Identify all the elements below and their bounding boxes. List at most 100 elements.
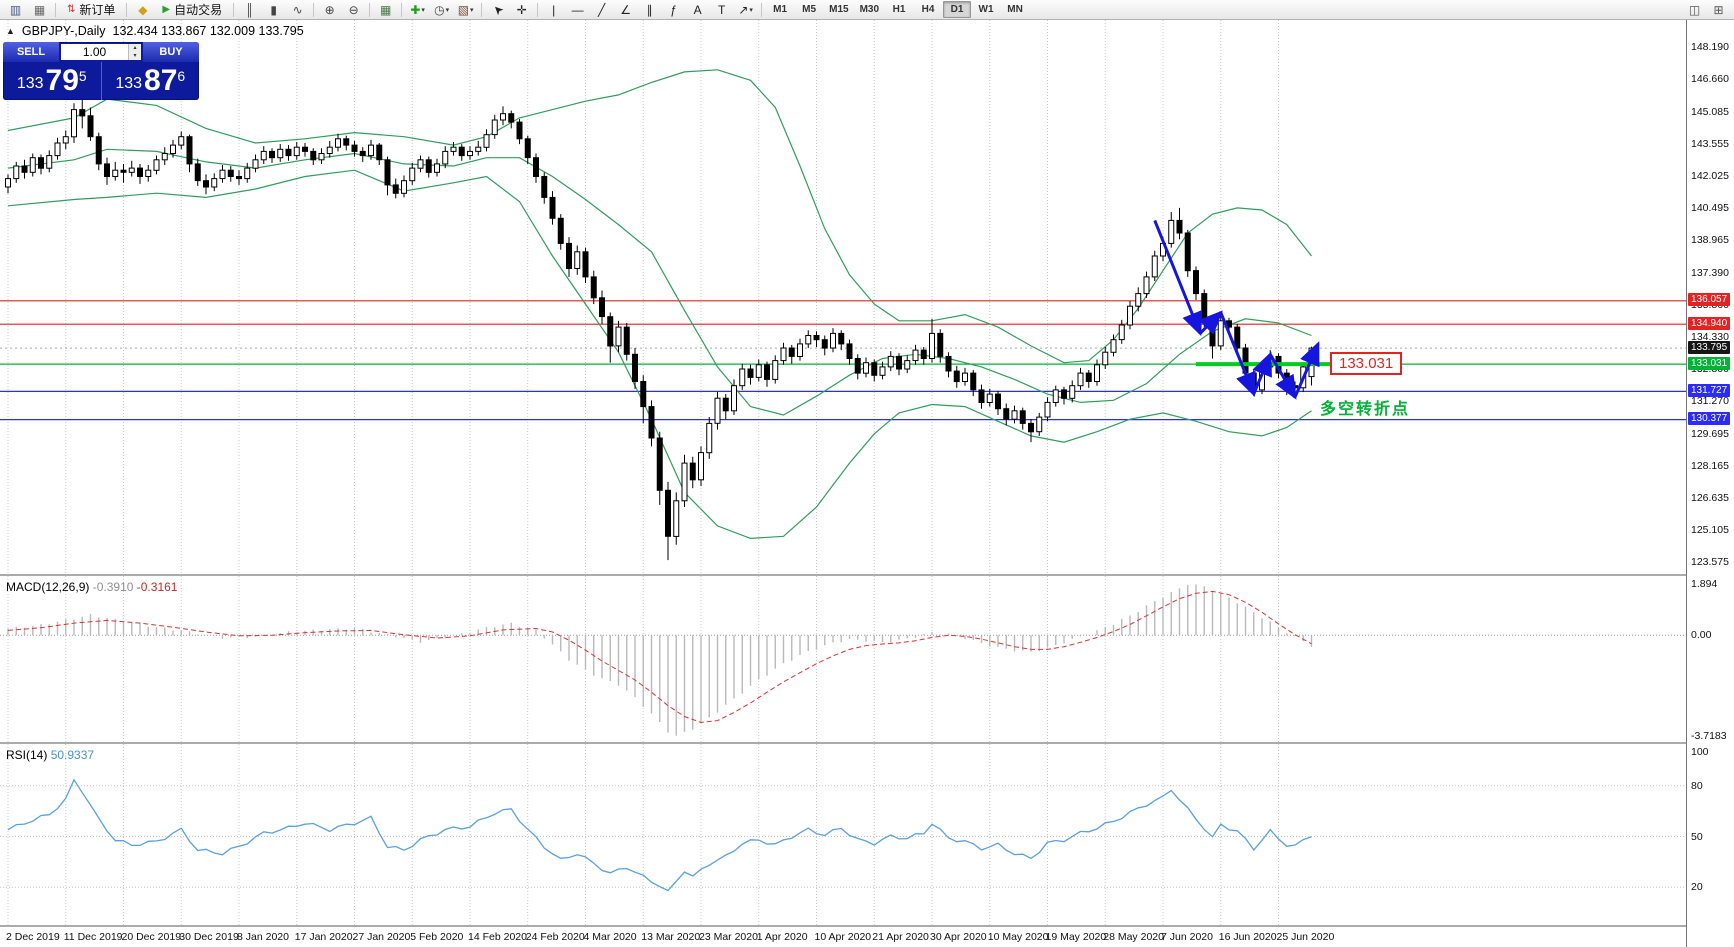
timeframe-h4[interactable]: H4 <box>921 4 935 15</box>
symbol-period-label: GBPJPY-,Daily <box>21 24 106 38</box>
panel-divider[interactable] <box>0 925 1734 927</box>
zoom-in-icon[interactable]: ⊕ <box>324 2 335 17</box>
tile-windows-icon[interactable]: ▦ <box>379 2 392 17</box>
zoom-out-icon[interactable]: ⊖ <box>348 2 359 17</box>
candlestick-chart-icon[interactable]: ▮ <box>270 2 277 17</box>
ohlc-values: 132.434 133.867 132.009 133.795 <box>112 24 304 38</box>
date-label: 10 Apr 2020 <box>814 931 872 943</box>
arrows-icon[interactable]: ↗ ▾ <box>738 2 753 17</box>
timeframe-h1[interactable]: H1 <box>892 4 906 15</box>
volume-down-icon[interactable]: ▾ <box>129 52 141 60</box>
chart-area: ▲ GBPJPY-,Daily 132.434 133.867 132.009 … <box>0 20 1734 947</box>
date-label: 19 May 2020 <box>1045 931 1107 943</box>
panel-divider[interactable] <box>0 742 1734 744</box>
timeframe-m1[interactable]: M1 <box>773 4 788 15</box>
crosshair-icon[interactable]: ✛ <box>516 2 527 17</box>
timeframe-m30[interactable]: M30 <box>859 4 880 15</box>
price-tick-label: 125.105 <box>1691 523 1729 536</box>
date-label: 21 Apr 2020 <box>872 931 929 943</box>
date-label: 24 Feb 2020 <box>525 931 585 943</box>
new-order-button-label: 新订单 <box>79 3 116 17</box>
autotrading-button[interactable]: ▶ 自动交易 <box>155 0 229 19</box>
equidistant-channel-icon[interactable]: ∥ <box>646 2 653 17</box>
time-axis[interactable]: 2 Dec 2019 11 Dec 2019 20 Dec 2019 30 Dec 2… <box>0 927 1686 947</box>
timeframe-m5[interactable]: M5 <box>802 4 817 15</box>
macd-panel-canvas[interactable] <box>0 576 1686 742</box>
toolbar-separator <box>233 2 235 17</box>
trendline-icon[interactable]: ╱ <box>598 2 606 17</box>
horizontal-line-icon[interactable]: ― <box>571 2 584 17</box>
date-label: 7 Jun 2020 <box>1161 931 1213 943</box>
buy-price-pips: 87 <box>144 64 178 97</box>
new-order-icon: ⇅ <box>67 4 76 15</box>
volume-up-icon[interactable]: ▴ <box>129 44 141 52</box>
rsi-panel-canvas[interactable] <box>0 744 1686 925</box>
price-line-label: 131.727 <box>1688 383 1731 397</box>
price-tick-label: 142.025 <box>1691 169 1729 182</box>
angle-trendline-icon[interactable]: ∠ <box>620 2 631 17</box>
profiles-icon[interactable]: ▦ <box>33 2 46 17</box>
mql5-community-icon[interactable]: ◆ <box>138 2 148 17</box>
one-click-trading-panel: SELL 1.00 ▴ ▾ BUY 133 79 5 133 <box>3 42 199 100</box>
text-icon[interactable]: A <box>693 2 702 17</box>
price-tick-label: 138.965 <box>1691 233 1729 246</box>
price-tick-label: 126.635 <box>1691 491 1729 504</box>
rsi-tick-label: 50 <box>1691 830 1703 843</box>
text-label-icon[interactable]: T <box>717 2 726 17</box>
autotrading-button-label: 自动交易 <box>174 3 223 17</box>
toolbar-separator <box>126 2 128 17</box>
macd-tick-label: 1.894 <box>1691 578 1718 590</box>
chart-title: ▲ GBPJPY-,Daily 132.434 133.867 132.009 … <box>6 24 304 38</box>
date-label: 4 Mar 2020 <box>583 931 637 943</box>
macd-indicator-label: MACD(12,26,9) -0.3910 -0.3161 <box>6 580 178 594</box>
date-label: 5 Feb 2020 <box>410 931 464 943</box>
date-label: 27 Jan 2020 <box>352 931 411 943</box>
price-tick-label: 134.330 <box>1691 330 1729 343</box>
date-label: 30 Apr 2020 <box>930 931 987 943</box>
main-chart-canvas[interactable] <box>0 20 1686 574</box>
price-line-label: 133.031 <box>1688 356 1731 370</box>
templates-icon[interactable]: ▧ ▾ <box>457 2 474 17</box>
timeframe-m15[interactable]: M15 <box>829 4 849 15</box>
line-chart-icon[interactable]: ∿ <box>292 2 303 17</box>
vertical-line-icon[interactable]: | <box>552 2 556 17</box>
volume-input[interactable]: 1.00 ▴ ▾ <box>61 44 141 60</box>
timeframe-w1[interactable]: W1 <box>978 4 994 15</box>
timeframe-mn[interactable]: MN <box>1007 4 1023 15</box>
periods-icon[interactable]: ◷ ▾ <box>434 2 450 17</box>
sell-price[interactable]: 133 79 5 <box>3 62 102 100</box>
collapse-triangle-icon[interactable]: ▲ <box>6 26 15 36</box>
price-tick-label: 128.165 <box>1691 459 1729 472</box>
autotrading-icon: ▶ <box>162 4 171 15</box>
timeframe-d1[interactable]: D1 <box>943 1 972 18</box>
price-annotation-box[interactable]: 133.031 <box>1330 352 1403 375</box>
toolbar-extra-icon-1[interactable]: ◫ <box>1688 2 1701 17</box>
volume-spinner: ▴ ▾ <box>128 44 141 60</box>
price-tick-label: 123.575 <box>1691 555 1729 568</box>
panel-divider[interactable] <box>0 574 1734 576</box>
rsi-tick-label: 100 <box>1691 746 1709 758</box>
toolbar-separator <box>761 2 763 17</box>
indicators-icon[interactable]: ✚ ▾ <box>410 2 425 17</box>
price-axis[interactable]: 148.190 146.660 145.085 143.555 142.025 140.4… <box>1686 20 1734 947</box>
price-tick-label: 137.390 <box>1691 266 1729 279</box>
buy-price[interactable]: 133 87 6 <box>102 62 200 100</box>
rsi-tick-label: 80 <box>1691 779 1703 792</box>
new-order-button[interactable]: ⇅ 新订单 <box>60 0 122 19</box>
cursor-icon[interactable]: ➤ <box>489 0 507 19</box>
buy-button[interactable]: BUY <box>143 42 199 62</box>
bar-chart-icon[interactable]: ║ <box>245 2 254 17</box>
toolbar-separator <box>313 2 315 17</box>
date-label: 2 Dec 2019 <box>6 931 60 943</box>
price-tick-label: 143.555 <box>1691 137 1729 150</box>
buy-price-sup: 6 <box>177 68 186 84</box>
toolbar-extra-icon-2[interactable]: ⊞ <box>1713 2 1724 17</box>
date-label: 25 Jun 2020 <box>1276 931 1335 943</box>
date-label: 8 Jan 2020 <box>237 931 289 943</box>
sell-button[interactable]: SELL <box>3 42 59 62</box>
date-label: 30 Dec 2019 <box>179 931 239 943</box>
pivot-text-annotation[interactable]: 多空转折点 <box>1320 401 1411 418</box>
new-chart-icon[interactable]: ▥ <box>9 2 22 17</box>
volume-value: 1.00 <box>82 45 107 59</box>
fibonacci-icon[interactable]: ƒ <box>670 2 677 17</box>
